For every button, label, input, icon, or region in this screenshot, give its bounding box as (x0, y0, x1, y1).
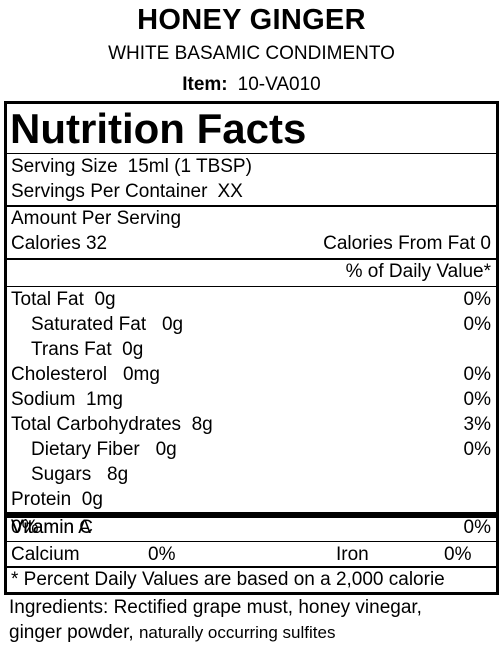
nutrient-row-protein: Protein 0g (7, 489, 496, 511)
nutrient-amount: 0g (94, 289, 116, 310)
nutrient-label: Dietary Fiber (31, 439, 140, 460)
nutrient-label: Total Fat (11, 289, 84, 310)
ingredients-sulfites: naturally occurring sulfites (138, 623, 336, 642)
daily-value-header: % of Daily Value* (345, 261, 491, 282)
vitamin-a-value: 0% (11, 517, 39, 538)
calories-label: Calories (11, 233, 81, 254)
footnote: * Percent Daily Values are based on a 2,… (11, 569, 445, 590)
divider (7, 541, 496, 542)
divider (7, 566, 496, 568)
ingredients-line-1: Ingredients: Rectified grape must, honey… (9, 597, 422, 618)
item-code: 10-VA010 (237, 74, 321, 95)
iron-label: Iron (336, 544, 369, 565)
calories-fat-label: Calories From Fat (323, 233, 476, 254)
divider (7, 286, 496, 287)
iron-value: 0% (444, 544, 472, 565)
nutrient-amount: 1mg (85, 389, 123, 410)
calcium-value: 0% (148, 544, 176, 565)
item-label: Item: (182, 74, 228, 95)
nutrient-amount: 0mg (122, 364, 160, 385)
divider (7, 512, 496, 518)
ingredients-line-2: ginger powder, naturally occurring sulfi… (9, 620, 499, 645)
nutrient-row-saturated-fat: Saturated Fat 0g 0% (7, 314, 496, 336)
nutrient-label: Cholesterol (11, 364, 108, 385)
nutrient-amount: 0g (155, 439, 177, 460)
product-subtitle: WHITE BASAMIC CONDIMENTO (108, 43, 395, 64)
panel-title: Nutrition Facts (10, 105, 307, 152)
servings-per-container-row: Servings Per Container XX (7, 181, 496, 203)
nutrient-label: Protein (11, 489, 72, 510)
vitamin-c-value: 0% (463, 517, 491, 538)
nutrient-amount: 0g (122, 339, 144, 360)
nutrient-dv: 0% (463, 314, 491, 335)
ingredients: Ingredients: Rectified grape must, honey… (9, 595, 499, 645)
calcium-label: Calcium (11, 544, 80, 565)
daily-value-header-row: % of Daily Value* (7, 261, 496, 283)
nutrient-dv: 0% (463, 439, 491, 460)
amount-per-serving-row: Amount Per Serving (7, 208, 496, 230)
vitamin-a-label: Vitamin A (11, 517, 91, 538)
nutrient-row-sugars: Sugars 8g (7, 464, 496, 486)
nutrient-label: Trans Fat (31, 339, 112, 360)
item-line: Item: 10-VA010 (0, 74, 503, 96)
nutrient-row-cholesterol: Cholesterol 0mg 0% (7, 364, 496, 386)
nutrient-label: Total Carbohydrates (11, 414, 182, 435)
divider (7, 258, 496, 260)
nutrient-row-sodium: Sodium 1mg 0% (7, 389, 496, 411)
calories-fat-value: 0 (480, 233, 491, 254)
servings-value: XX (217, 181, 243, 202)
servings-label: Servings Per Container (11, 181, 208, 202)
nutrient-row-dietary-fiber: Dietary Fiber 0g 0% (7, 439, 496, 461)
nutrient-amount: 0g (81, 489, 103, 510)
nutrient-amount: 8g (107, 464, 129, 485)
serving-size-label: Serving Size (11, 156, 118, 177)
vitamin-c-label: Vitamin C (11, 517, 94, 538)
mineral-row-calcium-iron: Calcium 0% Iron 0% (7, 544, 496, 566)
nutrient-amount: 8g (191, 414, 213, 435)
amount-per-serving-label: Amount Per Serving (11, 208, 182, 229)
nutrient-row-total-carbohydrates: Total Carbohydrates 8g 3% (7, 414, 496, 436)
nutrient-label: Sugars (31, 464, 92, 485)
nutrient-row-trans-fat: Trans Fat 0g (7, 339, 496, 361)
calories-value: 32 (85, 233, 108, 254)
divider (7, 153, 496, 154)
product-name: HONEY GINGER (137, 4, 366, 36)
vitamin-row-a-c: Vitamin A 0% Vitamin C 0% (7, 517, 496, 539)
footnote-row: * Percent Daily Values are based on a 2,… (7, 569, 496, 591)
nutrient-dv: 0% (463, 364, 491, 385)
nutrient-label: Sodium (11, 389, 76, 410)
serving-size-row: Serving Size 15ml (1 TBSP) (7, 156, 496, 178)
ingredients-ginger: ginger powder, (9, 622, 134, 643)
calories-row: Calories 32 Calories From Fat 0 (7, 233, 496, 255)
nutrient-row-total-fat: Total Fat 0g 0% (7, 289, 496, 311)
nutrient-dv: 0% (463, 289, 491, 310)
serving-size-value: 15ml (1 TBSP) (127, 156, 252, 177)
divider (7, 205, 496, 207)
nutrient-amount: 0g (161, 314, 184, 335)
nutrition-facts-panel: Nutrition Facts Serving Size 15ml (1 TBSP… (4, 101, 499, 595)
nutrient-label: Saturated Fat (31, 314, 147, 335)
nutrient-dv: 3% (463, 414, 491, 435)
nutrient-dv: 0% (463, 389, 491, 410)
